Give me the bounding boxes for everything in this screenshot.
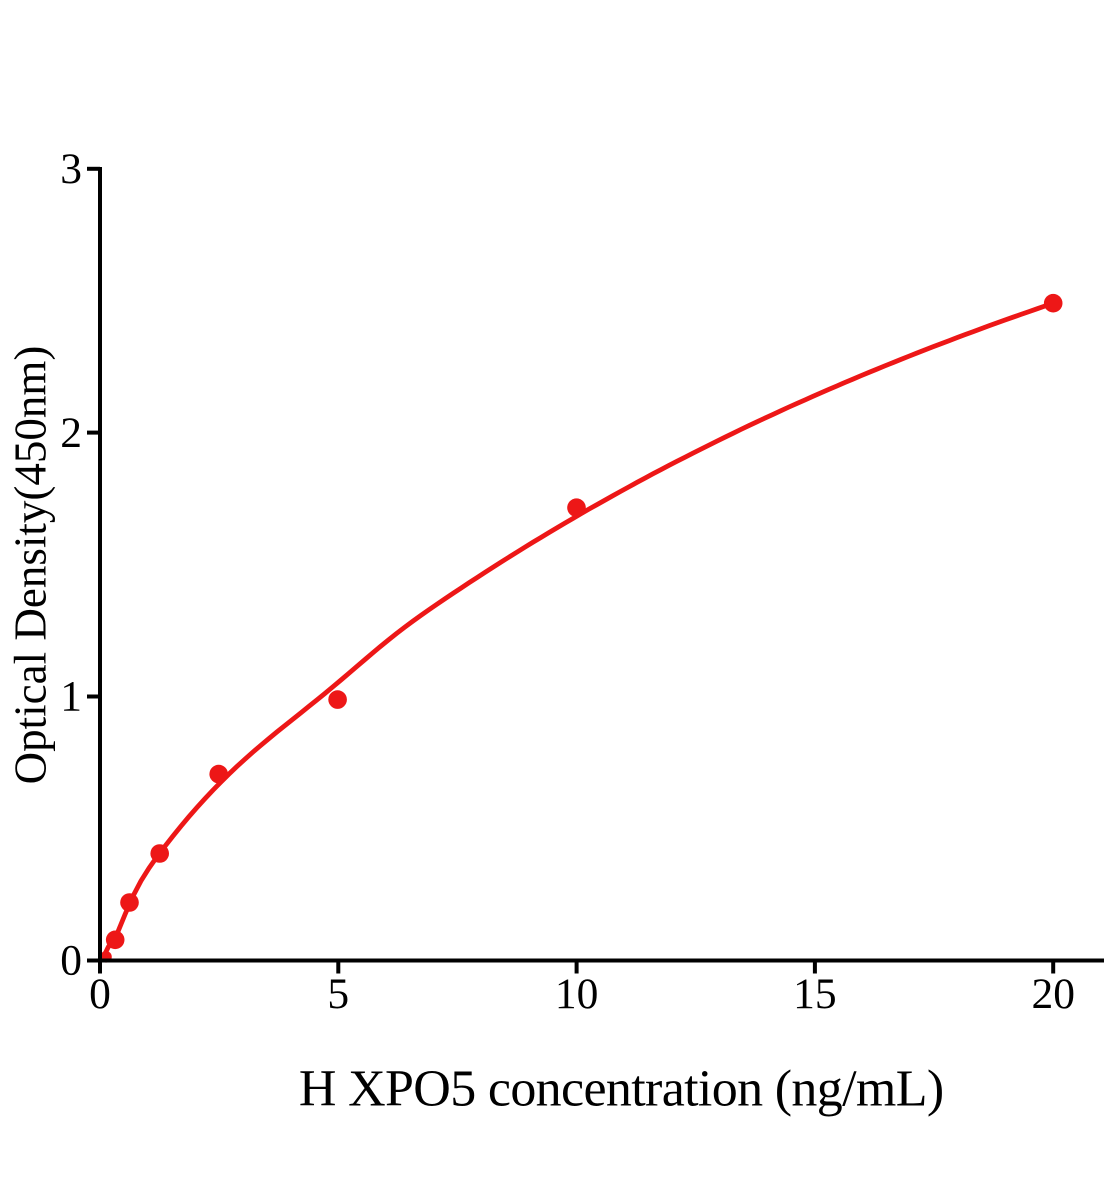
svg-text:3: 3: [60, 145, 82, 193]
svg-text:15: 15: [793, 970, 837, 1018]
svg-text:10: 10: [555, 970, 599, 1018]
svg-text:1: 1: [60, 673, 82, 721]
svg-text:0: 0: [89, 970, 111, 1018]
svg-text:5: 5: [327, 970, 349, 1018]
svg-text:H XPO5 concentration (ng/mL): H XPO5 concentration (ng/mL): [299, 1061, 944, 1118]
svg-text:20: 20: [1031, 970, 1075, 1018]
svg-text:2: 2: [60, 409, 82, 457]
svg-text:0: 0: [60, 937, 82, 985]
svg-text:Optical Density(450nm): Optical Density(450nm): [6, 346, 56, 785]
